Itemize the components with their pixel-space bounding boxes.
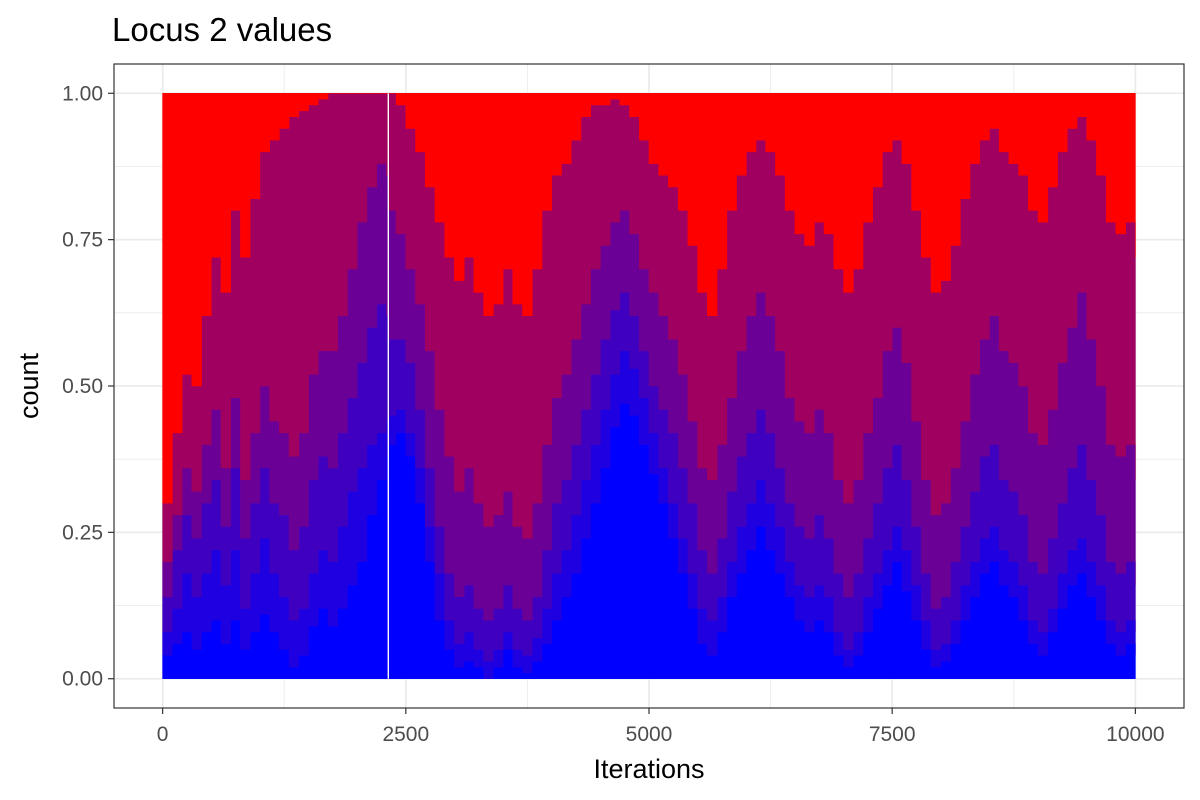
x-tick-label: 5000 (626, 723, 673, 746)
y-tick-label: 1.00 (62, 82, 103, 105)
x-tick-label: 0 (157, 723, 169, 746)
y-axis-title: count (14, 352, 44, 419)
y-tick-label: 0.50 (62, 375, 103, 398)
chart-title: Locus 2 values (112, 11, 332, 48)
y-axis: 0.00 0.25 0.50 0.75 1.00 (62, 82, 114, 691)
x-tick-label: 2500 (382, 723, 429, 746)
x-axis: 0 2500 5000 7500 10000 (157, 708, 1165, 746)
x-axis-title: Iterations (593, 754, 704, 784)
area-layer-6 (162, 92, 1136, 504)
x-tick-label: 10000 (1106, 723, 1164, 746)
x-tick-label: 7500 (869, 723, 916, 746)
y-tick-label: 0.75 (62, 229, 103, 252)
y-tick-label: 0.25 (62, 521, 103, 544)
data-layers (162, 92, 1136, 680)
y-tick-label: 0.00 (62, 668, 103, 691)
